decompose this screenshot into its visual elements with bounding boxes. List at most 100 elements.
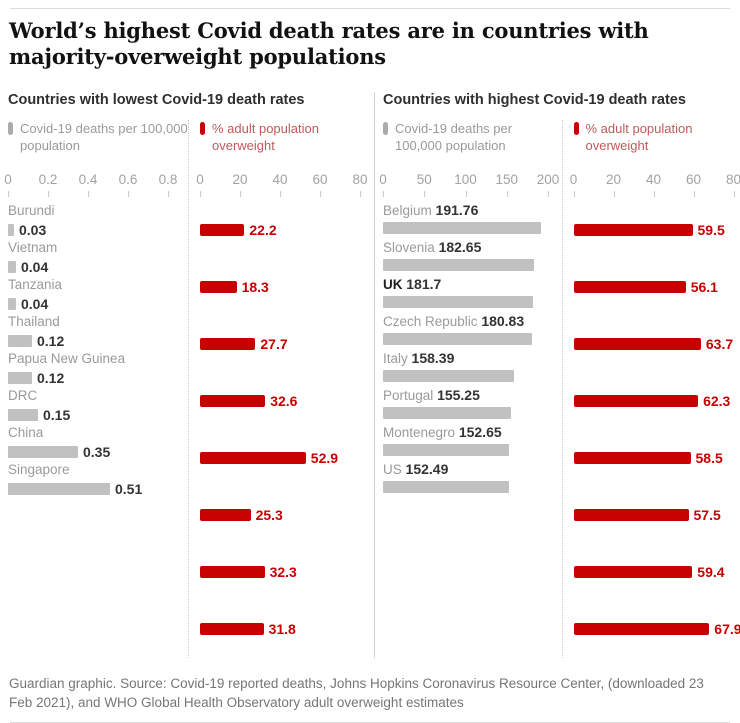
country-label: Singapore: [8, 461, 188, 478]
deaths-value: 0.12: [37, 370, 64, 386]
table-row: 52.9: [200, 450, 368, 487]
legend-deaths-label: Covid-19 deaths per 100,000 population: [395, 120, 562, 172]
tick-mark: [8, 191, 9, 197]
deaths-bar: [8, 335, 32, 347]
tick-mark: [466, 191, 467, 197]
deaths-bar: [383, 222, 541, 234]
overweight-bar: [200, 395, 265, 407]
tick-label: 50: [417, 172, 432, 187]
country-label: Czech Republic: [383, 314, 478, 329]
country-label: Thailand: [8, 313, 188, 330]
overweight-value: 25.3: [256, 507, 283, 523]
overweight-bar: [574, 338, 701, 350]
country-label: China: [8, 424, 188, 441]
panel-lowest-death-rates: Countries with lowest Covid-19 death rat…: [8, 92, 374, 658]
deaths-value: 155.25: [437, 387, 480, 403]
tick-label: 60: [686, 172, 701, 187]
table-row: Montenegro 152.65: [383, 424, 562, 461]
overweight-bar: [574, 509, 689, 521]
overweight-bar: [574, 395, 699, 407]
overweight-value: 31.8: [269, 621, 296, 637]
panel-title: Countries with highest Covid-19 death ra…: [383, 92, 740, 120]
deaths-bar: [8, 261, 16, 273]
tick-label: 0.4: [79, 172, 98, 187]
overweight-value: 58.5: [696, 450, 723, 466]
country-label: Burundi: [8, 202, 188, 219]
overweight-value: 63.7: [706, 336, 733, 352]
legend-deaths: Covid-19 deaths per 100,000 population: [8, 120, 188, 172]
tick-label: 200: [537, 172, 560, 187]
table-row: Papua New Guinea 0.12: [8, 350, 188, 387]
overweight-value: 32.3: [270, 564, 297, 580]
tick-mark: [360, 191, 361, 197]
tick-label: 150: [495, 172, 518, 187]
table-row: 18.3: [200, 279, 368, 316]
overweight-value: 57.5: [694, 507, 721, 523]
panel-title: Countries with lowest Covid-19 death rat…: [8, 92, 368, 120]
deaths-value: 0.15: [43, 407, 70, 423]
overweight-value: 32.6: [270, 393, 297, 409]
country-label: Montenegro: [383, 425, 455, 440]
deaths-swatch-icon: [8, 122, 13, 135]
country-label: US: [383, 462, 402, 477]
table-row: Thailand 0.12: [8, 313, 188, 350]
table-row: Tanzania 0.04: [8, 276, 188, 313]
legend-deaths: Covid-19 deaths per 100,000 population: [383, 120, 562, 172]
table-row: 25.3: [200, 507, 368, 544]
country-label: Belgium: [383, 203, 432, 218]
overweight-bar: [200, 509, 251, 521]
deaths-value: 181.7: [406, 276, 441, 292]
table-row: DRC 0.15: [8, 387, 188, 424]
overweight-swatch-icon: [574, 122, 579, 135]
country-label: Papua New Guinea: [8, 350, 188, 367]
tick-label: 80: [352, 172, 367, 187]
deaths-bar: [8, 446, 78, 458]
tick-mark: [507, 191, 508, 197]
deaths-bar: [383, 259, 534, 271]
country-label: Slovenia: [383, 240, 435, 255]
table-row: Singapore 0.51: [8, 461, 188, 498]
panel-highest-death-rates: Countries with highest Covid-19 death ra…: [374, 92, 740, 658]
deaths-value: 0.12: [37, 333, 64, 349]
table-row: 67.9: [574, 621, 740, 658]
deaths-value: 180.83: [481, 313, 524, 329]
deaths-bar: [383, 481, 509, 493]
charts-container: Countries with lowest Covid-19 death rat…: [8, 92, 740, 658]
tick-mark: [548, 191, 549, 197]
deaths-value: 191.76: [436, 202, 479, 218]
overweight-bar: [574, 566, 693, 578]
deaths-swatch-icon: [383, 122, 388, 135]
table-row: 62.3: [574, 393, 740, 430]
country-label: Italy: [383, 351, 408, 366]
tick-mark: [128, 191, 129, 197]
page-title: World’s highest Covid death rates are in…: [9, 18, 714, 70]
tick-mark: [200, 191, 201, 197]
table-row: 59.5: [574, 222, 740, 259]
deaths-bar: [8, 372, 32, 384]
overweight-bar: [200, 452, 306, 464]
deaths-bar: [8, 224, 14, 236]
deaths-value: 0.04: [21, 296, 48, 312]
table-row: 22.2: [200, 222, 368, 259]
overweight-value: 27.7: [260, 336, 287, 352]
tick-mark: [320, 191, 321, 197]
tick-mark: [614, 191, 615, 197]
legend-overweight: % adult population overweight: [200, 120, 368, 172]
tick-mark: [694, 191, 695, 197]
country-label: UK: [383, 277, 403, 292]
tick-label: 40: [646, 172, 661, 187]
table-row: Italy 158.39: [383, 350, 562, 387]
tick-label: 0.2: [39, 172, 58, 187]
country-label: Vietnam: [8, 239, 188, 256]
tick-label: 60: [312, 172, 327, 187]
country-label: Tanzania: [8, 276, 188, 293]
overweight-value: 56.1: [691, 279, 718, 295]
tick-label: 0.8: [159, 172, 178, 187]
table-row: US 152.49: [383, 461, 562, 498]
overweight-value: 59.5: [698, 222, 725, 238]
table-row: 59.4: [574, 564, 740, 601]
